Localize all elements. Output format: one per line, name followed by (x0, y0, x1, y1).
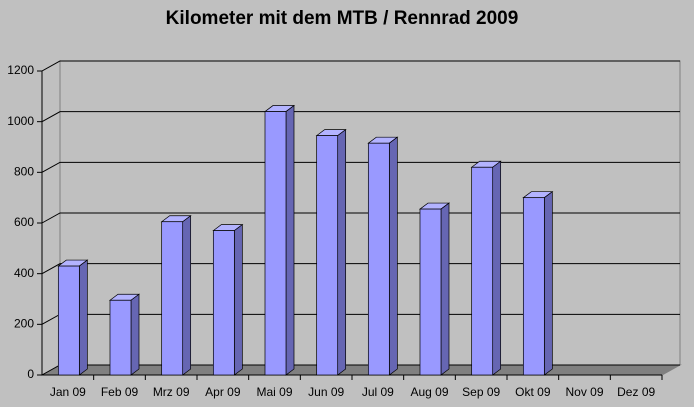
x-tick-label: Aug 09 (410, 385, 448, 399)
y-tick-label: 200 (14, 317, 34, 331)
bar (161, 221, 184, 376)
bar-side (440, 202, 450, 376)
bar (471, 166, 494, 376)
bar (316, 135, 339, 376)
bar (522, 197, 545, 376)
chart-title: Kilometer mit dem MTB / Rennrad 2009 (166, 8, 519, 29)
x-tick-label: Jan 09 (50, 385, 86, 399)
x-tick-label: Jul 09 (362, 385, 394, 399)
bar (419, 208, 442, 376)
x-tick-label: Jun 09 (308, 385, 344, 399)
x-tick-label: Dez 09 (617, 385, 655, 399)
y-tick-label: 1200 (7, 63, 34, 77)
bar (367, 142, 390, 376)
bar (212, 230, 235, 376)
bar-side (233, 223, 243, 376)
bar (57, 265, 80, 376)
x-tick-label: Feb 09 (101, 385, 139, 399)
grid-line (41, 60, 680, 72)
x-tick-label: Nov 09 (565, 385, 603, 399)
x-tick-label: Okt 09 (515, 385, 551, 399)
bar (109, 299, 132, 376)
bar (264, 111, 287, 376)
y-tick-label: 600 (14, 215, 34, 229)
bar-side (285, 104, 295, 376)
bar-side (543, 190, 553, 376)
y-tick-label: 400 (14, 266, 34, 280)
x-tick-label: Apr 09 (205, 385, 241, 399)
bar-side (337, 128, 347, 376)
x-tick-label: Mai 09 (256, 385, 292, 399)
bar-side (78, 259, 88, 376)
x-tick-label: Mrz 09 (153, 385, 190, 399)
bar-side (130, 293, 140, 376)
x-tick-label: Sep 09 (462, 385, 500, 399)
y-tick-label: 1000 (7, 114, 34, 128)
bar-side (182, 215, 192, 376)
grid-line (41, 111, 680, 123)
y-tick-label: 0 (27, 367, 34, 381)
bar-side (492, 160, 502, 376)
grid-line (41, 161, 680, 173)
y-tick-label: 800 (14, 165, 34, 179)
bar-side (388, 136, 398, 376)
